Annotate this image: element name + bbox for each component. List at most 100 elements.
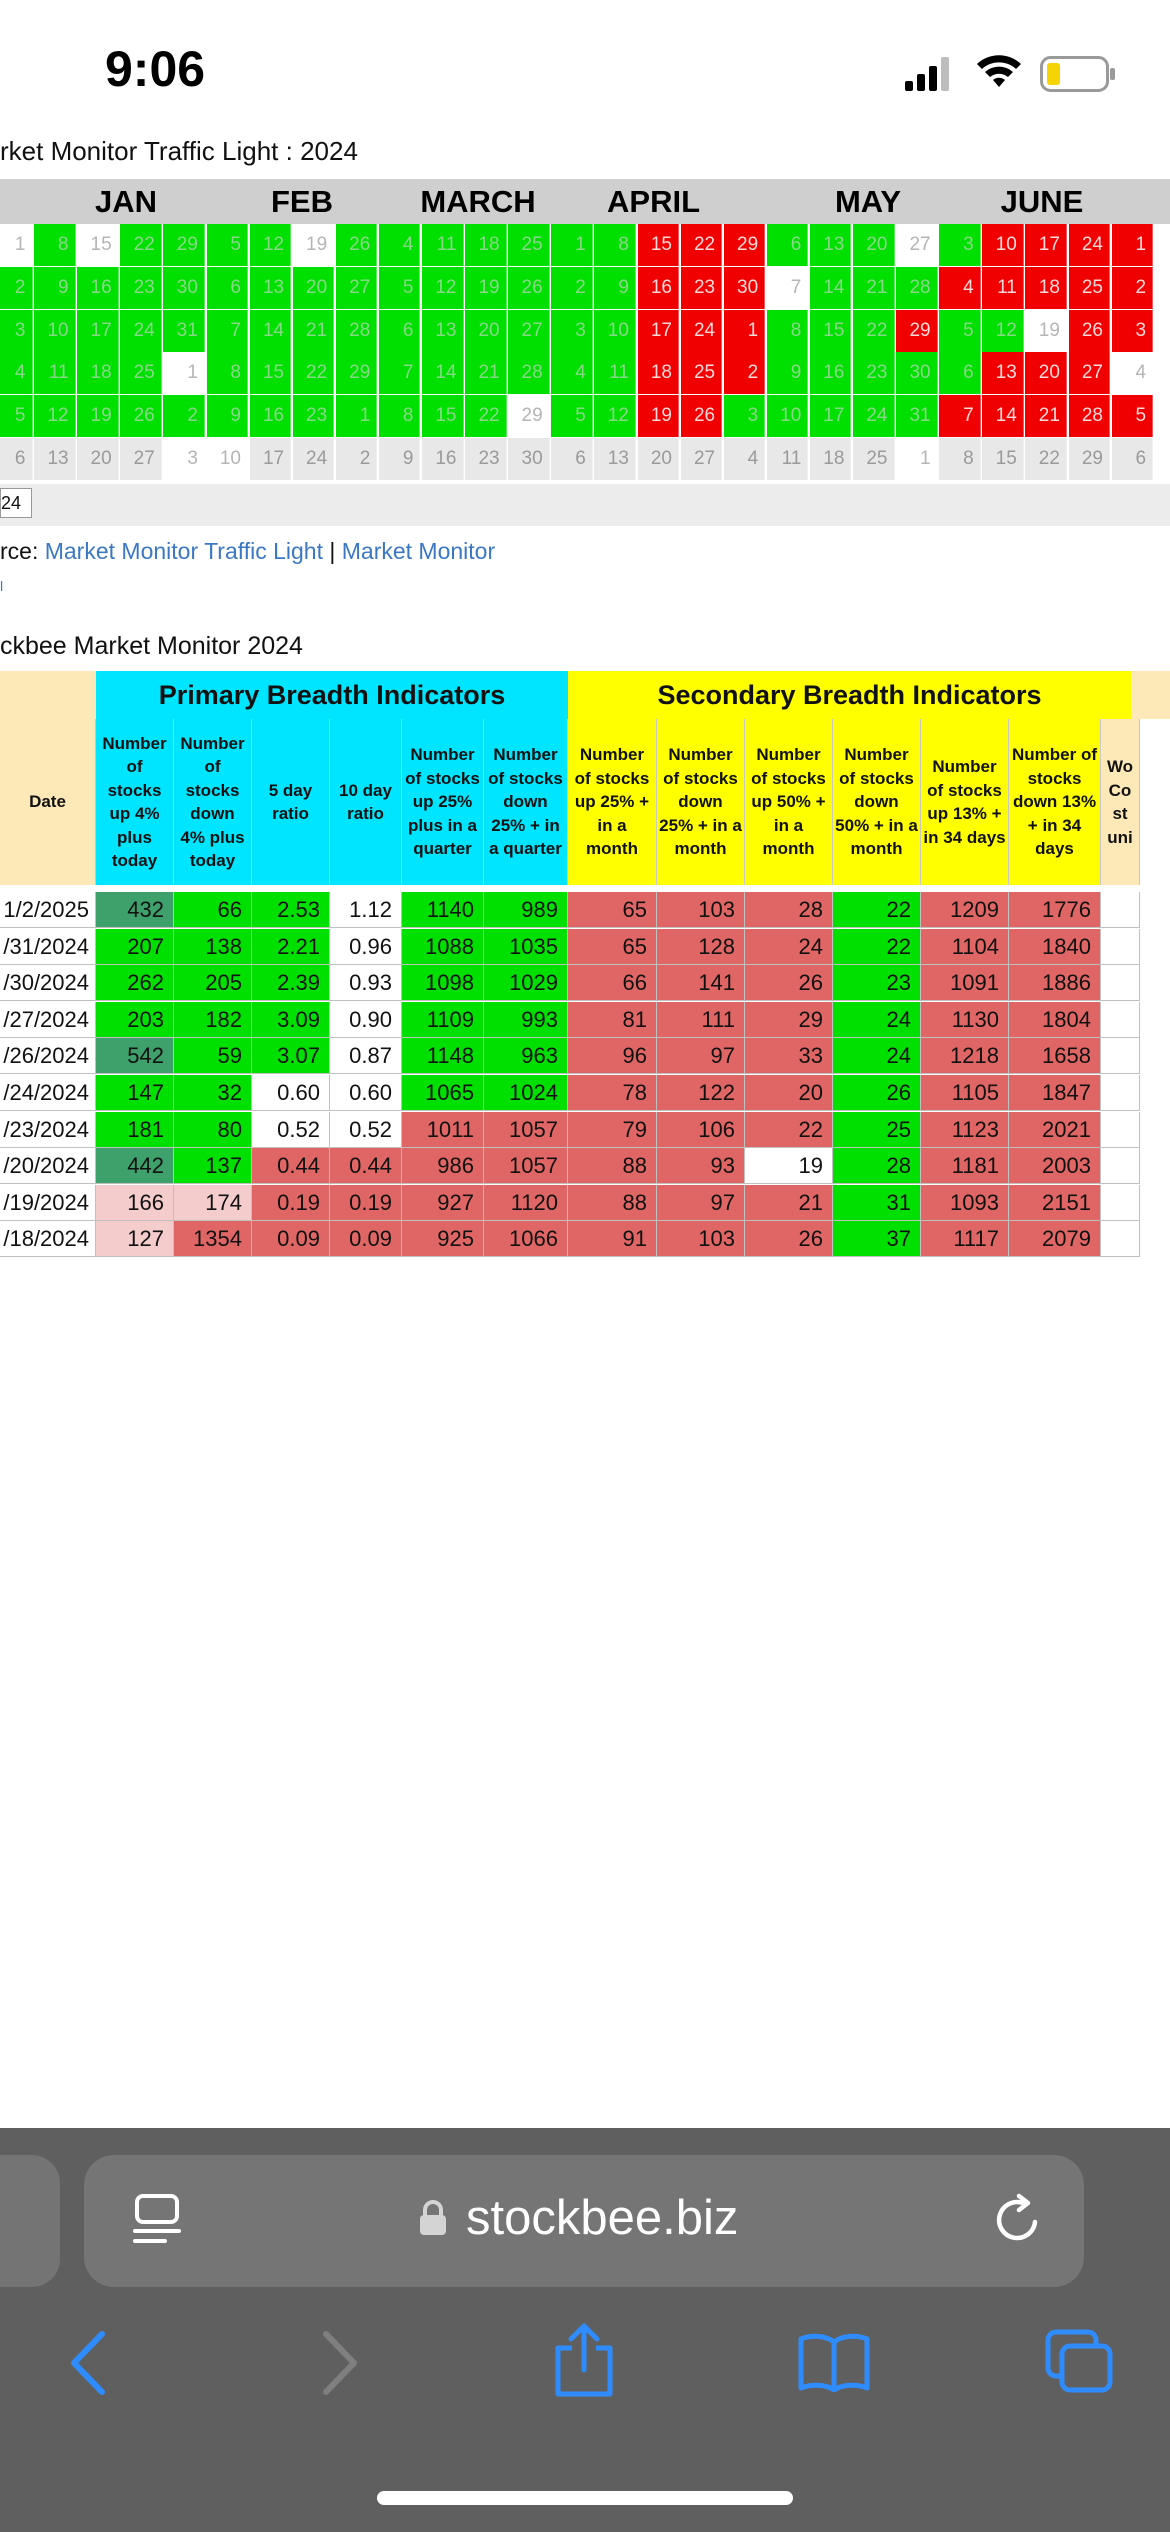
calendar-day: 9	[594, 266, 636, 309]
value-cell: 1148	[402, 1038, 484, 1075]
blank-cell	[1101, 1221, 1140, 1258]
calendar-day: 9	[766, 352, 809, 395]
date-cell: /31/2024	[0, 928, 96, 965]
column-header: Number of stocks down 13% + in 34 days	[1009, 719, 1101, 885]
calendar-day: 27	[120, 438, 162, 480]
calendar-day: 8	[766, 309, 809, 352]
calendar-day: 8	[594, 224, 636, 266]
value-cell: 207	[96, 928, 174, 965]
share-icon[interactable]	[552, 2322, 616, 2398]
url-text[interactable]: stockbee.biz	[466, 2191, 739, 2245]
calendar-day: 28	[508, 352, 550, 395]
calendar-day: 29	[1068, 438, 1110, 480]
value-cell: 59	[174, 1038, 252, 1075]
column-header: 5 day ratio	[252, 719, 330, 885]
value-cell: 29	[745, 1001, 833, 1038]
bookmarks-icon[interactable]	[797, 2332, 871, 2392]
column-header-label: Number of stocks down 4% plus today	[180, 733, 245, 871]
value-cell: 65	[568, 928, 657, 965]
value-cell: 927	[402, 1184, 484, 1221]
calendar-day: 19	[1025, 309, 1067, 352]
market-monitor-link[interactable]: Market Monitor	[341, 538, 496, 564]
value-cell: 925	[402, 1221, 484, 1258]
value-cell: 1840	[1009, 928, 1101, 965]
value-cell: 2151	[1009, 1184, 1101, 1221]
calendar-day: 4	[551, 352, 593, 395]
date-cell: /20/2024	[0, 1148, 96, 1185]
calendar-day: 18	[637, 352, 679, 395]
calendar-day: 22	[120, 224, 162, 266]
calendar-day: 6	[1111, 438, 1154, 480]
calendar-day: 24	[1068, 224, 1110, 266]
value-cell: 1057	[484, 1148, 568, 1185]
value-cell: 1886	[1009, 965, 1101, 1002]
calendar-day: 26	[120, 395, 162, 438]
column-header: Number of stocks down 50% + in a month	[833, 719, 921, 885]
calendar-day: 3	[723, 395, 766, 438]
calendar-day: 15	[77, 224, 119, 266]
calendar-day: 20	[77, 438, 119, 480]
address-bar[interactable]	[84, 2155, 1084, 2287]
calendar-month-header: JAN FEB MARCH APRIL MAY JUNE	[0, 179, 1170, 224]
table-row: /20/2024 442 137 0.44 0.44 986 1057 88 93 19 28 118…	[0, 1148, 1170, 1185]
month-april: APRIL	[607, 184, 700, 219]
traffic-light-link[interactable]: Market Monitor Traffic Light	[44, 538, 323, 564]
previous-tab-preview[interactable]	[0, 2155, 60, 2287]
date-band	[0, 671, 96, 719]
column-header: Number of stocks down 25% + in a quarter	[484, 719, 568, 885]
column-header-label: 5 day ratio	[268, 780, 313, 824]
calendar-day: 10	[206, 438, 248, 480]
value-cell: 1117	[921, 1221, 1009, 1258]
calendar-day: 27	[335, 266, 378, 309]
value-cell: 26	[745, 965, 833, 1002]
calendar-day: 6	[0, 438, 33, 480]
calendar-day: 1	[896, 438, 938, 480]
calendar-day: 2	[723, 352, 766, 395]
calendar-day: 2	[335, 438, 378, 480]
calendar-day: 18	[77, 352, 119, 395]
reload-icon[interactable]	[992, 2192, 1046, 2246]
column-header: Date	[0, 719, 96, 885]
reader-mode-icon[interactable]	[133, 2193, 183, 2245]
value-cell: 1.12	[330, 892, 402, 928]
value-cell: 66	[174, 892, 252, 928]
market-monitor-table: Primary Breadth Indicators Secondary Bre…	[0, 671, 1170, 1261]
calendar-day: 29	[508, 395, 550, 438]
value-cell: 22	[745, 1111, 833, 1148]
calendar-day: 27	[508, 309, 550, 352]
value-cell: 262	[96, 965, 174, 1002]
lock-icon	[420, 2200, 446, 2235]
calendar-day: 6	[378, 309, 421, 352]
column-header: Number of stocks down 25% + in a month	[657, 719, 745, 885]
value-cell: 0.09	[330, 1221, 402, 1258]
table-row: 1/2/2025 432 66 2.53 1.12 1140 989 65 103 28 22 120…	[0, 892, 1170, 928]
table-row: /18/2024 127 1354 0.09 0.09 925 1066 91 103 26 37 1…	[0, 1221, 1170, 1258]
value-cell: 26	[745, 1221, 833, 1258]
calendar-day: 30	[508, 438, 550, 480]
forward-icon[interactable]	[320, 2330, 360, 2396]
calendar-day: 19	[637, 395, 679, 438]
calendar-day: 5	[378, 266, 421, 309]
calendar-day: 16	[422, 438, 464, 480]
calendar-day: 12	[422, 266, 464, 309]
blank-cell	[1101, 1001, 1140, 1038]
home-indicator[interactable]	[377, 2491, 793, 2505]
source-fragment: l	[0, 578, 4, 594]
calendar-day: 1	[1111, 224, 1154, 266]
calendar-day: 30	[163, 266, 205, 309]
source-separator: |	[322, 538, 342, 564]
column-header: Number of stocks up 25% plus in a quarte…	[402, 719, 484, 885]
date-cell: /19/2024	[0, 1184, 96, 1221]
battery-icon	[1040, 56, 1115, 92]
calendar-day: 25	[120, 352, 162, 395]
calendar-day: 21	[465, 352, 507, 395]
value-cell: 79	[568, 1111, 657, 1148]
column-header-label: Number of stocks up 4% plus today	[102, 733, 167, 871]
back-icon[interactable]	[68, 2330, 108, 2396]
calendar-day: 21	[292, 309, 335, 352]
calendar-day: 2	[0, 266, 33, 309]
value-cell: 2.39	[252, 965, 330, 1002]
column-header-label: Number of stocks up 25% + in a month	[574, 745, 650, 859]
value-cell: 986	[402, 1148, 484, 1185]
tabs-icon[interactable]	[1044, 2328, 1114, 2394]
